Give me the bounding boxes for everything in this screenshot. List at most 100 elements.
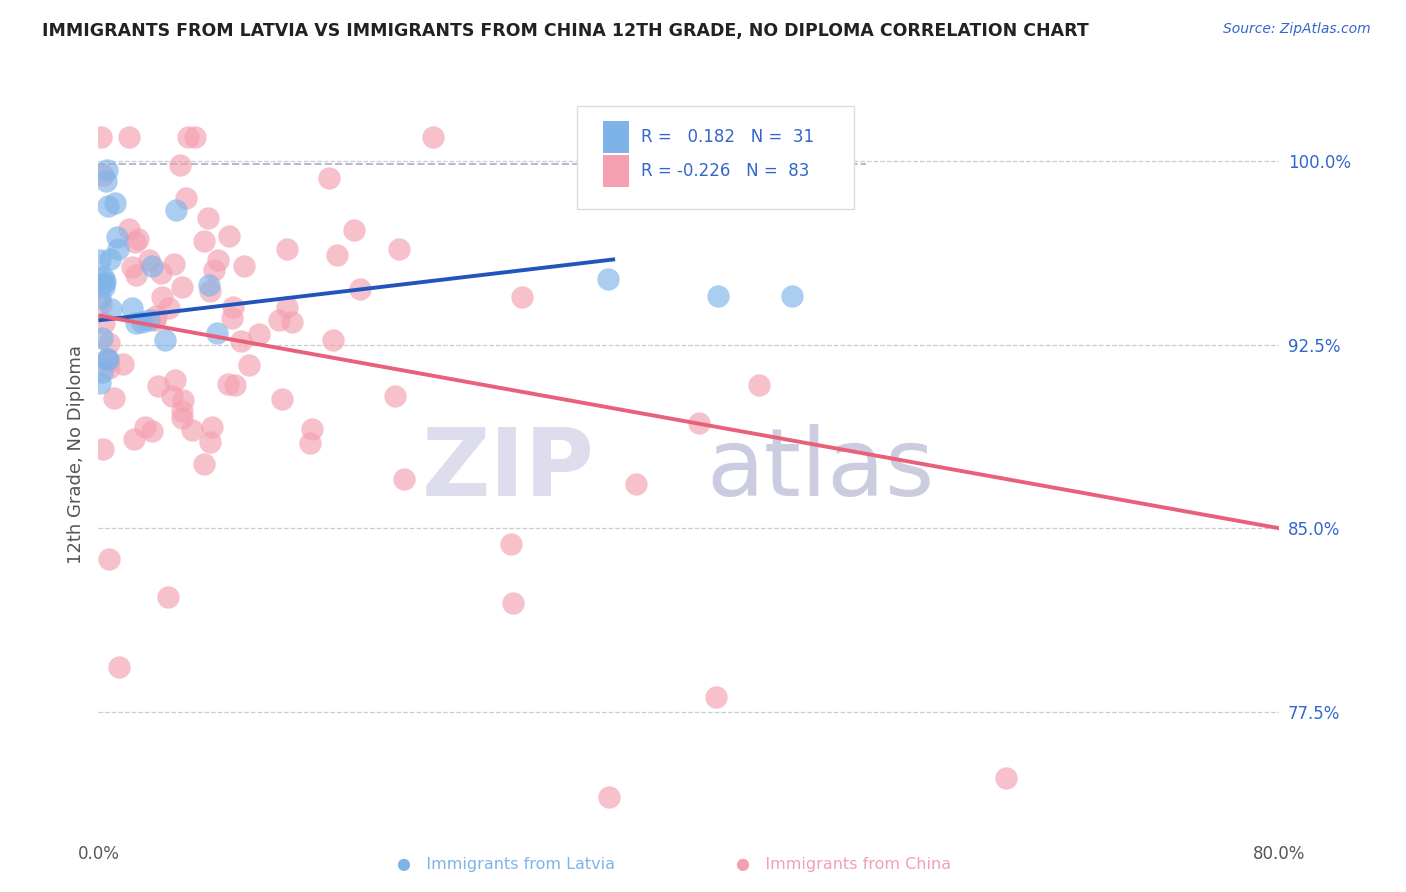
- Point: [104, 195, 127, 210]
- Point: [276, 242, 298, 256]
- Point: [349, 282, 371, 296]
- Point: [148, 379, 170, 393]
- Point: [162, 389, 184, 403]
- Point: [90, 130, 112, 145]
- Point: [152, 290, 174, 304]
- Point: [107, 242, 129, 256]
- Point: [193, 457, 215, 471]
- Point: [89, 376, 111, 390]
- Point: [127, 232, 149, 246]
- Point: [231, 334, 253, 349]
- Point: [121, 301, 143, 315]
- Point: [97, 360, 120, 375]
- Point: [105, 229, 128, 244]
- Point: [707, 289, 730, 303]
- Point: [247, 327, 270, 342]
- Point: [91, 168, 114, 182]
- Point: [93, 277, 115, 291]
- Text: ZIP: ZIP: [422, 424, 595, 516]
- Point: [177, 130, 200, 145]
- Point: [118, 222, 141, 236]
- Point: [153, 333, 176, 347]
- Point: [281, 315, 304, 329]
- Point: [298, 435, 321, 450]
- Point: [157, 301, 180, 316]
- Point: [111, 357, 134, 371]
- Point: [392, 472, 415, 486]
- Point: [125, 268, 148, 282]
- Point: [202, 263, 225, 277]
- Point: [97, 552, 120, 566]
- Point: [205, 326, 228, 340]
- Point: [172, 392, 194, 407]
- Point: [93, 280, 115, 294]
- Y-axis label: 12th Grade, No Diploma: 12th Grade, No Diploma: [66, 345, 84, 565]
- Point: [384, 389, 406, 403]
- Point: [271, 392, 294, 406]
- Point: [163, 257, 186, 271]
- Point: [224, 378, 246, 392]
- Point: [138, 313, 160, 327]
- Point: [97, 351, 120, 366]
- Point: [134, 419, 156, 434]
- Point: [502, 596, 524, 610]
- Point: [90, 297, 112, 311]
- Point: [170, 410, 193, 425]
- Point: [598, 790, 620, 805]
- Point: [193, 234, 215, 248]
- Point: [181, 423, 204, 437]
- Point: [138, 253, 160, 268]
- Text: R = -0.226   N =  83: R = -0.226 N = 83: [641, 162, 808, 180]
- Point: [174, 191, 197, 205]
- Text: ●   Immigrants from China: ● Immigrants from China: [735, 857, 952, 872]
- Point: [422, 130, 444, 145]
- Point: [97, 199, 120, 213]
- Point: [121, 260, 143, 274]
- Point: [96, 351, 118, 366]
- Point: [118, 130, 141, 145]
- Point: [141, 424, 163, 438]
- Point: [221, 311, 243, 326]
- Point: [301, 422, 323, 436]
- Point: [141, 259, 163, 273]
- Point: [98, 335, 121, 350]
- Point: [90, 331, 112, 345]
- Point: [156, 590, 179, 604]
- Point: [207, 252, 229, 267]
- Point: [125, 317, 148, 331]
- Point: [198, 284, 221, 298]
- Point: [89, 291, 111, 305]
- Point: [89, 253, 111, 268]
- Point: [510, 290, 533, 304]
- Point: [107, 660, 129, 674]
- Point: [269, 313, 291, 327]
- Point: [94, 174, 117, 188]
- Point: [124, 235, 146, 249]
- Point: [326, 248, 349, 262]
- FancyBboxPatch shape: [603, 155, 628, 187]
- Point: [198, 434, 221, 449]
- Point: [93, 274, 115, 288]
- Point: [596, 272, 619, 286]
- Point: [91, 269, 114, 284]
- Text: ●   Immigrants from Latvia: ● Immigrants from Latvia: [396, 857, 616, 872]
- Point: [163, 373, 186, 387]
- Point: [276, 301, 298, 315]
- Point: [201, 420, 224, 434]
- Point: [233, 260, 256, 274]
- Point: [626, 477, 648, 491]
- FancyBboxPatch shape: [603, 121, 628, 153]
- Point: [197, 211, 219, 226]
- Text: R =   0.182   N =  31: R = 0.182 N = 31: [641, 128, 814, 146]
- Point: [90, 365, 112, 379]
- Point: [97, 354, 120, 368]
- Text: Source: ZipAtlas.com: Source: ZipAtlas.com: [1223, 22, 1371, 37]
- Point: [995, 771, 1018, 785]
- Point: [704, 690, 727, 704]
- Text: IMMIGRANTS FROM LATVIA VS IMMIGRANTS FROM CHINA 12TH GRADE, NO DIPLOMA CORRELATI: IMMIGRANTS FROM LATVIA VS IMMIGRANTS FRO…: [42, 22, 1088, 40]
- Text: atlas: atlas: [707, 424, 935, 516]
- Point: [100, 301, 122, 316]
- Point: [748, 377, 770, 392]
- Point: [91, 442, 114, 457]
- Point: [165, 203, 187, 218]
